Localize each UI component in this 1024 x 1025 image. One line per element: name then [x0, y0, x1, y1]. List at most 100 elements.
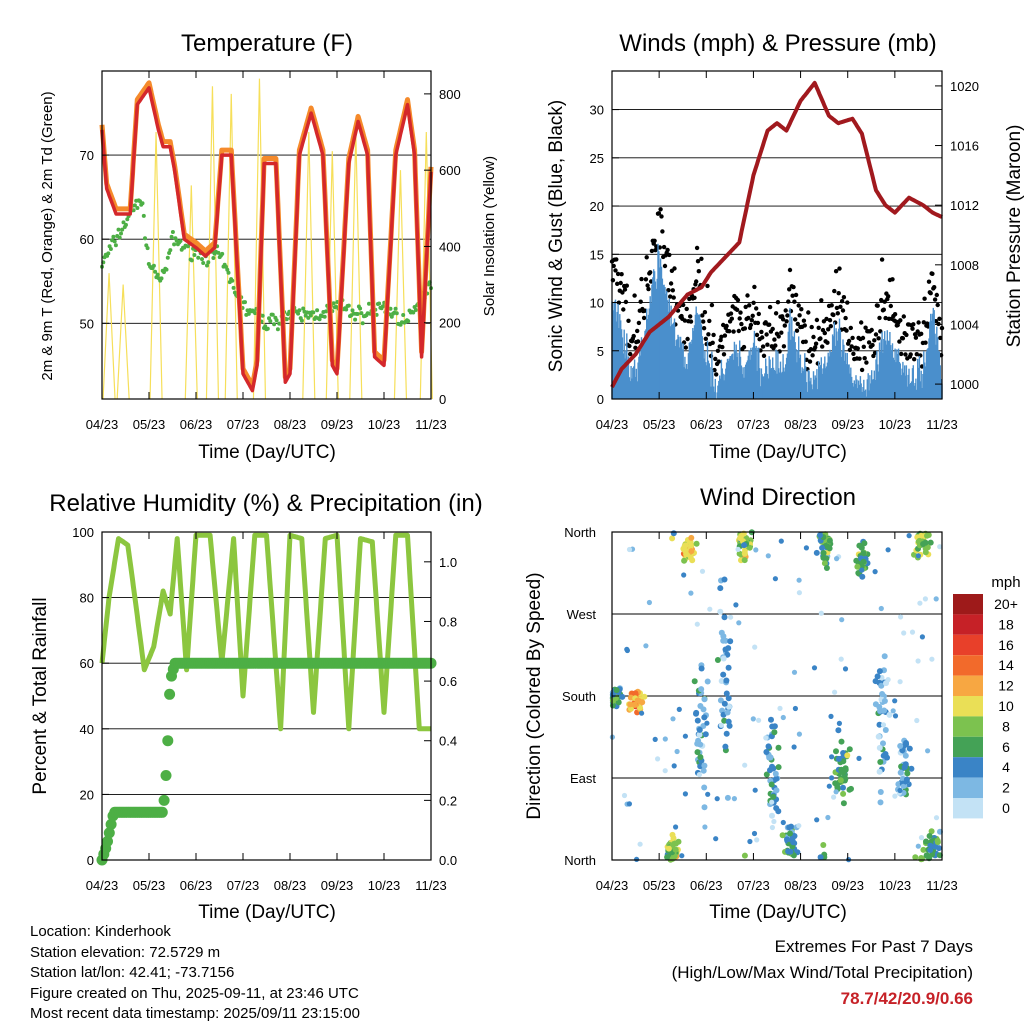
direction-point [704, 678, 711, 685]
gust-point [825, 340, 830, 345]
gust-point [934, 292, 939, 298]
gust-point [662, 263, 668, 269]
direction-point [840, 784, 846, 791]
direction-point [885, 547, 891, 553]
dewpoint-point [265, 326, 270, 331]
direction-point [877, 799, 884, 806]
gust-point [869, 327, 874, 333]
humidity-ytick-label-right: 0.2 [439, 793, 457, 808]
gust-point [760, 344, 766, 349]
direction-point [885, 677, 891, 683]
direction-point [826, 783, 832, 789]
gust-point [613, 268, 618, 273]
gust-point [913, 335, 919, 340]
direction-point [927, 847, 934, 853]
gust-point [759, 329, 764, 335]
gust-point [916, 320, 921, 325]
winds-xtick-label: 11/23 [926, 417, 958, 432]
legend-label: 10 [998, 698, 1014, 714]
humidity-ytick-label: 0 [87, 853, 94, 868]
direction-point [844, 752, 851, 759]
gust-point [672, 266, 677, 271]
gust-point [861, 344, 866, 349]
direction-point [831, 794, 837, 800]
gust-point [764, 332, 769, 337]
direction-point [718, 629, 725, 636]
gust-point [742, 326, 748, 331]
direction-point [834, 556, 840, 562]
winds-xtick-label: 09/23 [831, 417, 864, 432]
location-text: Location: Kinderhook [30, 923, 171, 940]
direction-point [771, 729, 778, 736]
elevation-text: Station elevation: 72.5729 m [30, 943, 221, 961]
gust-point [738, 310, 743, 315]
direction-point [624, 647, 631, 654]
gust-point [703, 336, 708, 341]
direction-point [696, 726, 703, 733]
direction-point [835, 755, 842, 762]
direction-point [769, 824, 776, 831]
gust-point [911, 322, 916, 327]
dewpoint-point [211, 256, 216, 260]
direction-point [674, 748, 680, 755]
gust-point [932, 285, 937, 290]
direction-point [705, 791, 711, 797]
legend-label: 14 [998, 657, 1014, 673]
direction-point [881, 653, 888, 660]
direction-point [632, 690, 639, 697]
gust-point [824, 316, 829, 322]
direction-point [720, 655, 727, 662]
temperature-ytick-label-right: 400 [439, 239, 461, 254]
legend-label: 18 [998, 616, 1014, 632]
gust-point [737, 316, 742, 321]
legend-swatch [953, 736, 983, 758]
direction-point [909, 629, 916, 635]
direction-point [897, 787, 903, 794]
humidity-title: Relative Humidity (%) & Precipitation (i… [49, 490, 482, 517]
direction-point [904, 770, 911, 777]
direction-point [892, 698, 898, 704]
direction-point [934, 837, 941, 844]
direction-point [884, 754, 890, 761]
direction-point [927, 539, 934, 546]
temperature-xlabel: Time (Day/UTC) [198, 442, 336, 463]
dewpoint-point [155, 272, 160, 277]
direction-point [721, 614, 728, 621]
solar-insolation-trace [252, 78, 267, 400]
direction-point [723, 690, 730, 697]
direction-point [646, 599, 653, 606]
direction-point [688, 590, 694, 596]
direction-point [826, 537, 833, 544]
direction-point [840, 758, 847, 765]
winds-xtick-label: 10/23 [879, 417, 912, 432]
temperature-xtick-label: 10/23 [368, 417, 401, 432]
direction-point [924, 532, 930, 539]
dewpoint-point [119, 231, 123, 236]
dewpoint-point [270, 312, 275, 317]
direction-point [920, 541, 927, 547]
direction-xtick-label: 08/23 [784, 878, 817, 893]
dewpoint-point [200, 257, 204, 262]
direction-point [733, 602, 739, 608]
direction-point [735, 546, 741, 553]
direction-point [775, 764, 782, 771]
gust-point [746, 315, 751, 321]
direction-point [878, 682, 885, 689]
temperature-ytick-label-right: 600 [439, 163, 461, 178]
direction-point [768, 781, 775, 788]
gust-point [615, 271, 621, 277]
gust-point [610, 278, 616, 283]
winds-xtick-label: 04/23 [596, 417, 629, 432]
direction-point [700, 767, 707, 774]
dewpoint-point [145, 246, 150, 251]
direction-point [833, 789, 839, 795]
gust-point [619, 272, 624, 277]
gust-point [793, 317, 798, 322]
temperature-ytick-label-right: 200 [439, 316, 461, 331]
gust-point [713, 356, 718, 362]
gust-point [872, 350, 878, 355]
direction-point [615, 699, 622, 706]
gust-point [863, 325, 868, 330]
gust-point [808, 347, 814, 352]
direction-point [701, 696, 708, 703]
